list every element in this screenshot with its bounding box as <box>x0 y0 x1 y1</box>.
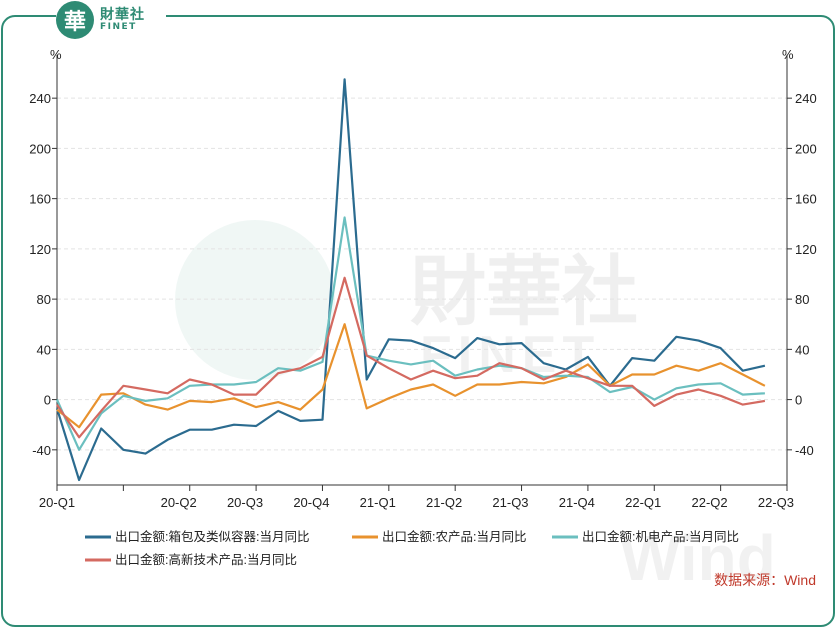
x-tick-label: 21-Q1 <box>360 495 396 510</box>
axes: -40 -40 0 0 40 40 80 80 120 120 160 160 200 200 240 240… <box>29 47 816 510</box>
series-lines <box>55 78 766 482</box>
y-tick-label: 40 <box>37 342 51 357</box>
source-label: 数据来源：Wind <box>714 572 816 588</box>
y-tick-label: 160 <box>29 192 51 207</box>
watermark: 財華社 FINET Wind <box>175 220 776 594</box>
x-tick-label: 20-Q1 <box>39 495 75 510</box>
x-tick-label: 20-Q3 <box>227 495 263 510</box>
watermark-provider: Wind <box>620 522 776 594</box>
brand-wordmark: 財華社 FINET <box>100 8 145 32</box>
brand-name-cn: 財華社 <box>100 6 145 23</box>
series-line <box>55 216 765 451</box>
x-tick-label: 22-Q3 <box>758 495 794 510</box>
y-tick-label-right: 160 <box>795 192 817 207</box>
x-tick-label: 22-Q2 <box>692 495 728 510</box>
y-tick-label-right: 240 <box>795 91 817 106</box>
y-axis-unit-right: % <box>782 47 794 62</box>
legend-label: 出口金额:农产品:当月同比 <box>382 529 526 544</box>
brand-logo-icon: 華 <box>56 1 94 39</box>
legend-label: 出口金额:机电产品:当月同比 <box>582 529 739 544</box>
watermark-seal-icon <box>175 220 335 380</box>
brand-logo: 華 財華社 FINET <box>56 0 166 40</box>
x-tick-label: 21-Q2 <box>426 495 462 510</box>
chart-frame <box>1 15 835 627</box>
x-tick-label: 21-Q3 <box>492 495 528 510</box>
y-tick-label: 240 <box>29 91 51 106</box>
x-tick-label: 20-Q4 <box>293 495 329 510</box>
series-line <box>56 323 766 429</box>
y-tick-label: 80 <box>37 292 51 307</box>
legend: 出口金额:箱包及类似容器:当月同比 出口金额:农产品:当月同比 出口金额:机电产品:… <box>85 529 739 567</box>
y-tick-label: 200 <box>29 141 51 156</box>
y-tick-label-right: 200 <box>795 141 817 156</box>
series-line <box>55 78 766 482</box>
x-tick-label: 20-Q2 <box>161 495 197 510</box>
x-tick-label: 21-Q4 <box>559 495 595 510</box>
x-tick-label: 22-Q1 <box>625 495 661 510</box>
y-tick-label: 0 <box>44 393 51 408</box>
y-tick-label-right: 120 <box>795 242 817 257</box>
y-tick-label-right: 0 <box>795 393 802 408</box>
y-axis-unit-left: % <box>50 47 62 62</box>
y-tick-label-right: 80 <box>795 292 809 307</box>
brand-name-en: FINET <box>100 21 137 32</box>
watermark-brand-cn: 財華社 <box>410 250 638 335</box>
y-tick-label-right: -40 <box>795 443 814 458</box>
y-tick-label: -40 <box>32 443 51 458</box>
series-line <box>56 276 766 439</box>
legend-label: 出口金额:箱包及类似容器:当月同比 <box>115 529 309 544</box>
legend-label: 出口金额:高新技术产品:当月同比 <box>115 552 297 567</box>
grid-lines <box>57 97 787 451</box>
y-tick-label-right: 40 <box>795 342 809 357</box>
y-tick-label: 120 <box>29 242 51 257</box>
